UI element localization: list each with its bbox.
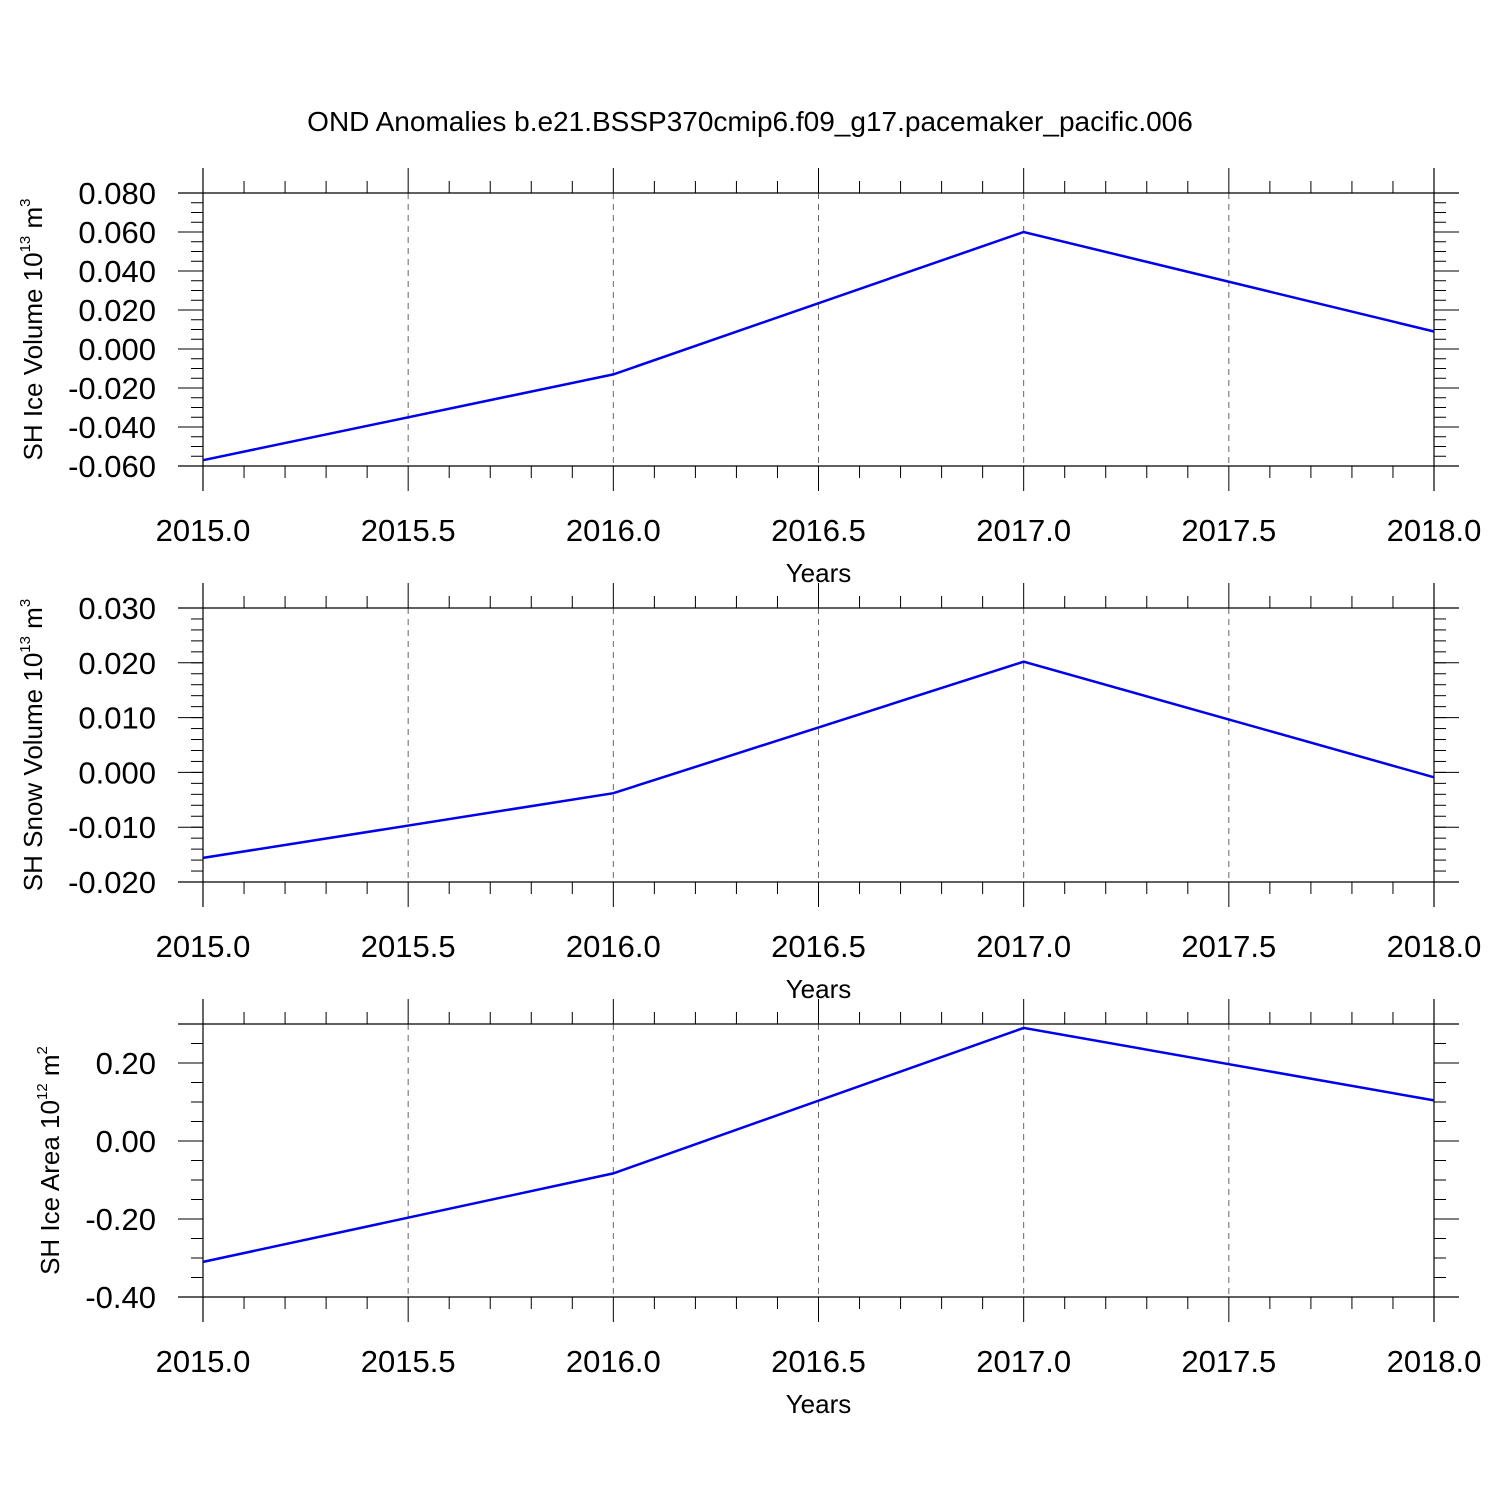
panel-1: -0.060 -0.040 -0.020 0.000 0.020 0.040 0.060 0.… bbox=[17, 168, 1481, 588]
x-tick-label: 2018.0 bbox=[1387, 1344, 1482, 1379]
series-line bbox=[202, 230, 1435, 462]
x-tick-label: 2017.5 bbox=[1181, 513, 1276, 548]
x-tick-label: 2015.0 bbox=[156, 1344, 251, 1379]
panels: -0.060 -0.040 -0.020 0.000 0.020 0.040 0.060 0.… bbox=[17, 168, 1481, 1419]
y-tick-label: 0.010 bbox=[78, 701, 156, 736]
x-tick-label: 2018.0 bbox=[1387, 513, 1482, 548]
x-tick-label: 2016.0 bbox=[566, 1344, 661, 1379]
x-tick-label: 2016.5 bbox=[771, 513, 866, 548]
y-tick-label: -0.020 bbox=[68, 371, 156, 406]
panel-2: -0.020 -0.010 0.000 0.010 0.020 0.030 2015.0 20… bbox=[17, 583, 1481, 1004]
y-axis-label: SH Ice Area 1012 m2 bbox=[34, 1046, 65, 1275]
figure-title: OND Anomalies b.e21.BSSP370cmip6.f09_g17… bbox=[307, 106, 1193, 137]
x-tick-label: 2016.0 bbox=[566, 513, 661, 548]
x-tick-label: 2015.0 bbox=[156, 513, 251, 548]
x-tick-label: 2016.5 bbox=[771, 1344, 866, 1379]
x-tick-label: 2015.5 bbox=[361, 1344, 456, 1379]
y-tick-label: 0.020 bbox=[78, 293, 156, 328]
y-axis-label: SH Snow Volume 1013 m3 bbox=[17, 599, 48, 891]
panel-3: -0.40 -0.20 0.00 0.20 2015.0 2015.5 2016.0 2016… bbox=[34, 999, 1481, 1419]
series-line bbox=[202, 660, 1435, 860]
x-tick-label: 2016.0 bbox=[566, 929, 661, 964]
x-tick-label: 2015.5 bbox=[361, 513, 456, 548]
y-tick-label: -0.040 bbox=[68, 410, 156, 445]
y-tick-label: -0.40 bbox=[85, 1280, 156, 1315]
y-tick-label: 0.000 bbox=[78, 332, 156, 367]
y-tick-label: 0.040 bbox=[78, 254, 156, 289]
x-tick-label: 2018.0 bbox=[1387, 929, 1482, 964]
y-tick-label: 0.000 bbox=[78, 755, 156, 790]
y-axis-label: SH Ice Volume 1013 m3 bbox=[17, 198, 48, 460]
y-tick-label: 0.080 bbox=[78, 176, 156, 211]
x-tick-label: 2017.0 bbox=[976, 1344, 1071, 1379]
x-tick-label: 2016.5 bbox=[771, 929, 866, 964]
y-tick-label: 0.060 bbox=[78, 215, 156, 250]
x-tick-label: 2017.5 bbox=[1181, 929, 1276, 964]
x-tick-label: 2017.0 bbox=[976, 929, 1071, 964]
y-tick-label: 0.00 bbox=[96, 1124, 156, 1159]
y-tick-label: -0.010 bbox=[68, 810, 156, 845]
y-tick-label: -0.020 bbox=[68, 865, 156, 900]
x-tick-label: 2015.5 bbox=[361, 929, 456, 964]
y-tick-label: 0.20 bbox=[96, 1046, 156, 1081]
y-tick-label: -0.20 bbox=[85, 1202, 156, 1237]
y-tick-label: -0.060 bbox=[68, 449, 156, 484]
y-tick-label: 0.020 bbox=[78, 646, 156, 681]
x-tick-label: 2017.0 bbox=[976, 513, 1071, 548]
x-tick-label: 2015.0 bbox=[156, 929, 251, 964]
x-tick-label: 2017.5 bbox=[1181, 1344, 1276, 1379]
y-tick-label: 0.030 bbox=[78, 591, 156, 626]
x-axis-label: Years bbox=[786, 1389, 852, 1419]
series-line bbox=[202, 1026, 1435, 1264]
